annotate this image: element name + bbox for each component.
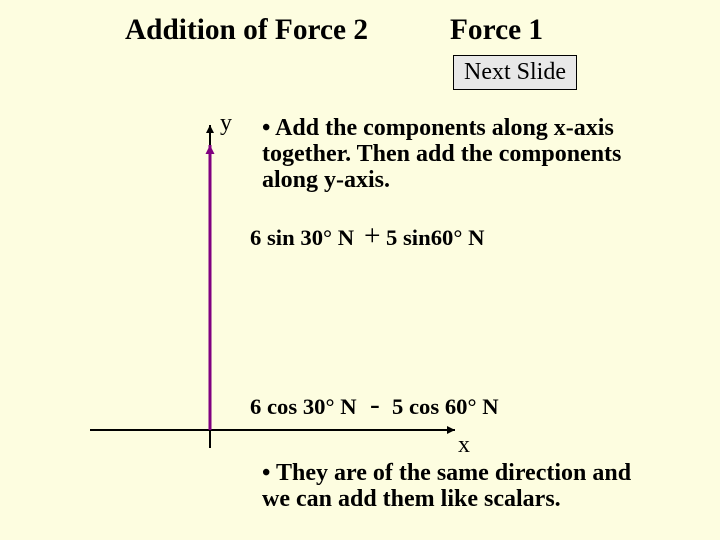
bullet-1: • Add the components along x-axis togeth… — [262, 115, 642, 193]
slide: Addition of Force 2 Force 1 Next Slide y… — [0, 0, 720, 540]
formula-sin-2: 5 sin60° N — [386, 225, 484, 251]
axes-svg — [0, 0, 720, 540]
formula-sin-1: 6 sin 30° N — [250, 225, 354, 251]
formula-cos-1: 6 cos 30° N — [250, 394, 357, 420]
formula-cos-2: 5 cos 60° N — [392, 394, 499, 420]
minus-sign: - — [370, 389, 380, 422]
bullet-2: • They are of the same direction and we … — [262, 460, 662, 512]
x-axis-label: x — [458, 432, 470, 459]
y-axis-label: y — [220, 110, 232, 137]
plus-sign: + — [364, 220, 381, 253]
